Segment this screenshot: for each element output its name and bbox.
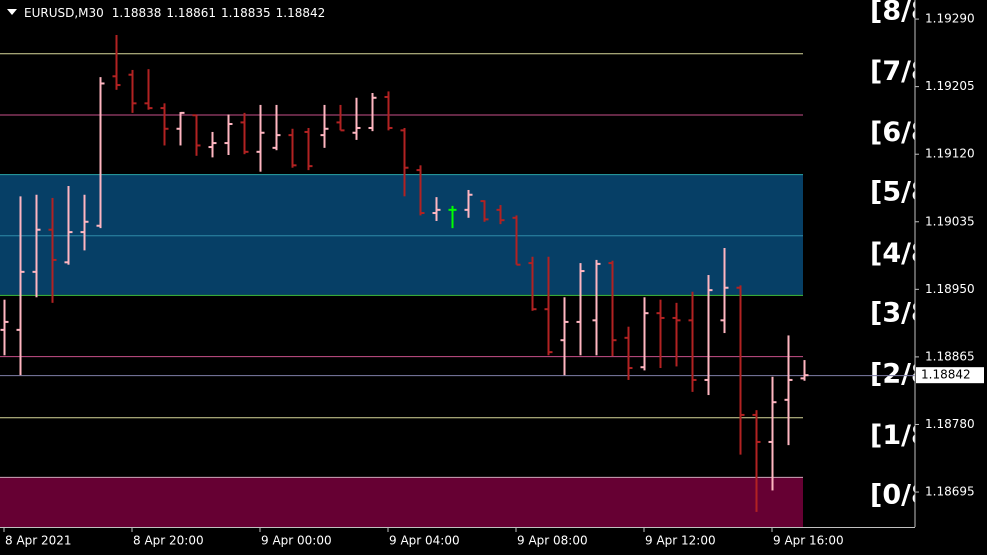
y-tick-label: 1.18780 <box>925 417 975 431</box>
level-label: [7/8] <box>870 56 942 87</box>
ohlc-bar <box>368 93 377 132</box>
ohlc-bar <box>752 410 761 512</box>
ohlc-bar <box>592 259 601 356</box>
level-label: [6/8] <box>870 117 942 148</box>
ohlc-bar <box>32 194 41 298</box>
menu-triangle <box>7 9 17 15</box>
ohlc-bar <box>432 197 441 221</box>
ohlc-bar <box>624 326 633 380</box>
y-tick-label: 1.19290 <box>925 12 975 26</box>
ohlc-bar <box>528 256 537 311</box>
header-open: 1.18838 <box>112 6 162 20</box>
level-label: [3/8] <box>870 297 942 328</box>
ohlc-bar <box>80 194 89 251</box>
ohlc-bar <box>208 131 217 158</box>
ohlc-bar <box>544 256 553 356</box>
ohlc-bar <box>272 104 281 151</box>
ohlc-bar <box>416 165 425 216</box>
ohlc-bar <box>144 69 153 110</box>
y-tick-label: 1.18950 <box>925 282 975 296</box>
x-tick-label: 9 Apr 08:00 <box>517 534 588 548</box>
bars <box>0 34 809 512</box>
x-tick-label: 9 Apr 04:00 <box>389 534 460 548</box>
ohlc-bar <box>384 91 393 131</box>
zones <box>0 174 803 527</box>
ohlc-bar <box>96 77 105 229</box>
level-label: [1/8] <box>870 420 942 451</box>
ohlc-bar <box>352 97 361 140</box>
ohlc-bar <box>464 189 473 218</box>
ohlc-bar <box>192 114 201 156</box>
y-tick-label: 1.19205 <box>925 79 975 93</box>
ohlc-bar <box>608 260 617 357</box>
ohlc-bar <box>448 205 457 229</box>
zone <box>0 174 803 236</box>
ohlc-bar <box>224 114 233 155</box>
ohlc-bar <box>176 111 185 146</box>
ohlc-bar <box>800 360 809 381</box>
current-price-label: 1.18842 <box>921 368 971 382</box>
ohlc-bar <box>400 127 409 197</box>
ohlc-bar <box>16 196 25 376</box>
levels: [0/8] [1/8] [2/8] [3/8] [4/8] [5/8] [6/8] [7/8]… <box>0 0 942 510</box>
x-tick-label: 8 Apr 20:00 <box>133 534 204 548</box>
x-tick-label: 9 Apr 12:00 <box>645 534 716 548</box>
ohlc-bar <box>48 197 57 303</box>
ohlc-bar <box>736 285 745 455</box>
y-tick-label: 1.18865 <box>925 349 975 363</box>
level-label: [0/8] <box>870 479 942 510</box>
ohlc-bar <box>240 112 249 155</box>
level-label: [4/8] <box>870 238 942 269</box>
y-tick-label: 1.18695 <box>925 485 975 499</box>
symbol: EURUSD,M30 <box>24 6 104 20</box>
x-tick-label: 9 Apr 16:00 <box>773 534 844 548</box>
ohlc-bar <box>0 299 9 356</box>
level-label: [5/8] <box>870 177 942 208</box>
ohlc-bar <box>288 128 297 168</box>
ohlc-bar <box>768 376 777 491</box>
zone <box>0 476 803 527</box>
ohlc-bar <box>704 275 713 396</box>
ohlc-bar <box>256 104 265 172</box>
ohlc-bar <box>112 34 121 90</box>
ohlc-bar <box>64 186 73 265</box>
level-label: [8/8] <box>870 0 942 26</box>
ohlc-bar <box>640 297 649 371</box>
ohlc-bar <box>128 69 137 113</box>
header-low: 1.18835 <box>221 6 271 20</box>
ohlc-bar <box>480 200 489 222</box>
x-tick-label: 8 Apr 2021 <box>5 534 72 548</box>
ohlc-bar <box>160 103 169 146</box>
ohlc-bar <box>560 297 569 376</box>
header-text: EURUSD,M30 1.18838 1.18861 1.18835 1.18842 <box>24 6 325 20</box>
y-tick-label: 1.19120 <box>925 147 975 161</box>
zone <box>0 235 803 295</box>
y-tick-label: 1.19035 <box>925 214 975 228</box>
ohlc-bar <box>672 302 681 367</box>
ohlc-bar <box>656 299 665 369</box>
ohlc-bar <box>336 104 345 132</box>
ohlc-bar <box>320 104 329 148</box>
ohlc-bar <box>784 335 793 446</box>
ohlc-bar <box>512 215 521 266</box>
ohlc-bar <box>304 127 313 171</box>
header-high: 1.18861 <box>166 6 216 20</box>
header-close: 1.18842 <box>276 6 326 20</box>
ohlc-bar <box>720 248 729 334</box>
ohlc-bar <box>576 263 585 356</box>
ohlc-bar <box>496 205 505 225</box>
x-tick-label: 9 Apr 00:00 <box>261 534 332 548</box>
header: EURUSD,M30 1.18838 1.18861 1.18835 1.18842 <box>7 6 325 20</box>
level-label: [2/8] <box>870 359 942 390</box>
current-price-box <box>916 367 984 384</box>
ohlc-bar <box>688 291 697 392</box>
